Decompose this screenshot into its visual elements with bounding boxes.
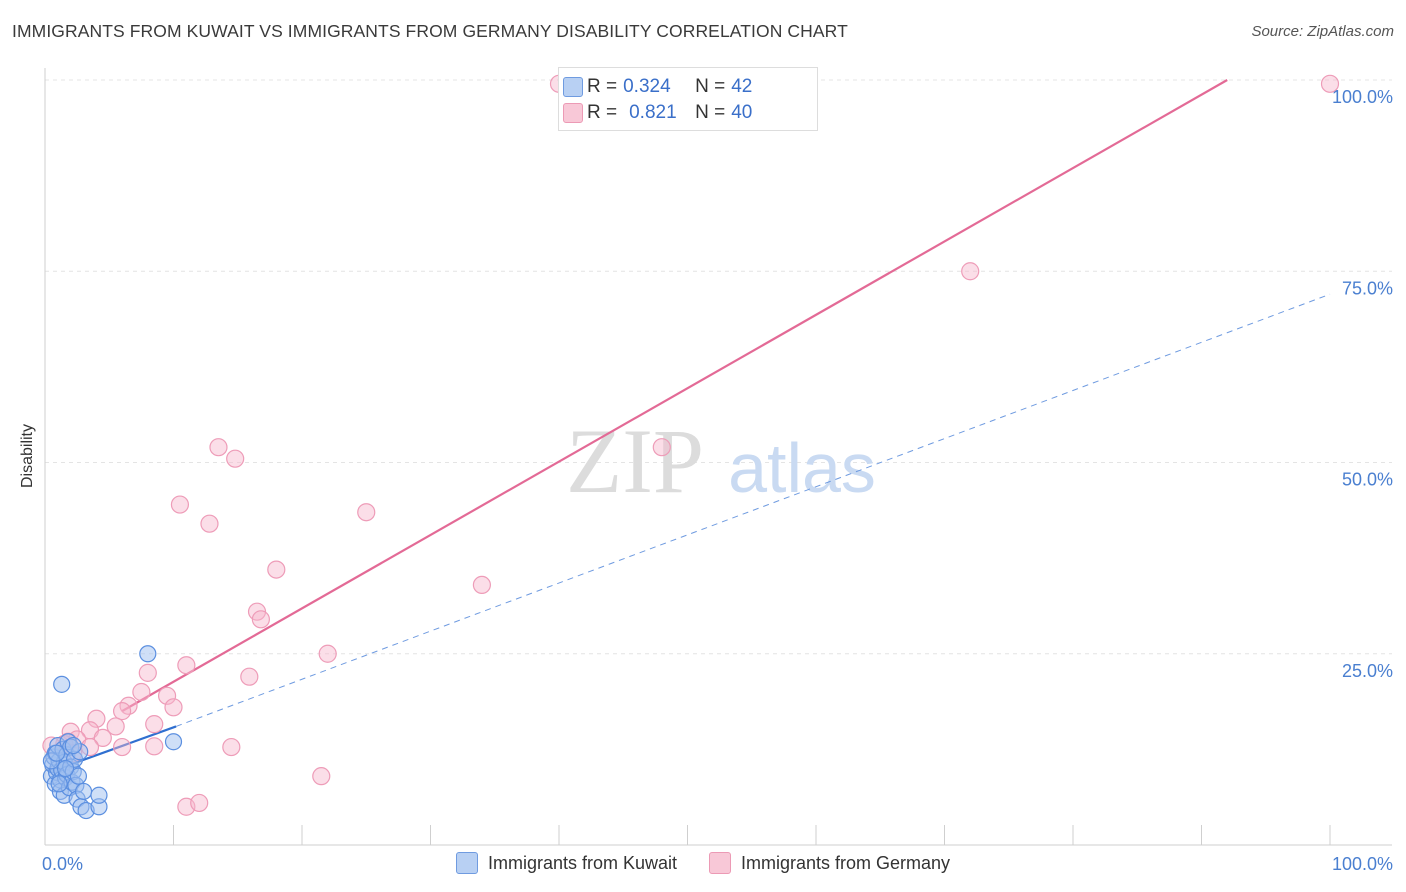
stats-row-germany: R = 0.821 N = 40 xyxy=(563,100,753,126)
axes xyxy=(44,68,1392,846)
x-tick-label: 100.0% xyxy=(1332,854,1393,874)
data-point-germany xyxy=(145,715,164,734)
data-point-germany xyxy=(190,793,209,813)
series-legend: Immigrants from Kuwait Immigrants from G… xyxy=(0,852,1406,874)
trend-line-germany xyxy=(121,79,1228,713)
data-point-germany xyxy=(318,644,337,663)
y-tick-label: 75.0% xyxy=(1342,278,1393,298)
germany-swatch xyxy=(709,852,731,874)
data-point-kuwait xyxy=(74,782,93,801)
data-point-kuwait xyxy=(53,675,71,693)
x-axis-ticks xyxy=(173,825,1331,845)
r-label: R = xyxy=(587,76,618,97)
data-point-germany xyxy=(87,709,106,728)
stats-legend: R = 0.324 N = 42 R = 0.821 N = 40 xyxy=(558,67,818,131)
data-point-germany xyxy=(170,495,190,514)
data-point-germany xyxy=(472,575,491,595)
data-point-germany xyxy=(1320,74,1340,93)
kuwait-swatch xyxy=(563,77,583,97)
y-tick-label: 50.0% xyxy=(1342,470,1393,490)
r-value: 0.821 xyxy=(629,102,677,123)
watermark-zip: ZIP xyxy=(566,410,704,512)
n-value: 40 xyxy=(731,102,753,123)
y-tick-label: 100.0% xyxy=(1332,87,1393,107)
tick-labels: 25.0% 50.0% 75.0% 100.0% 0.0% 100.0% xyxy=(42,87,1393,874)
kuwait-swatch xyxy=(455,852,478,874)
data-point-germany xyxy=(93,728,112,748)
chart-title: IMMIGRANTS FROM KUWAIT VS IMMIGRANTS FRO… xyxy=(12,21,848,41)
data-point-kuwait xyxy=(139,645,157,663)
n-label: N = xyxy=(695,102,726,123)
germany-swatch xyxy=(563,103,583,123)
legend-item-kuwait[interactable]: Immigrants from Kuwait xyxy=(455,852,677,874)
grid-lines xyxy=(45,79,1392,655)
data-point-germany xyxy=(267,560,286,579)
trend-line-kuwait-extended xyxy=(175,293,1331,727)
legend-label-kuwait: Immigrants from Kuwait xyxy=(487,852,677,873)
data-point-germany xyxy=(145,737,164,756)
data-point-kuwait xyxy=(64,736,82,755)
data-point-germany xyxy=(357,503,376,522)
data-point-kuwait xyxy=(47,744,66,762)
data-point-germany xyxy=(132,682,151,702)
legend-item-germany[interactable]: Immigrants from Germany xyxy=(709,852,950,874)
data-point-germany xyxy=(177,656,196,675)
n-label: N = xyxy=(695,76,726,97)
data-point-germany xyxy=(157,686,177,705)
y-tick-label: 25.0% xyxy=(1342,661,1393,681)
data-point-germany xyxy=(200,514,219,533)
chart-source: Source: ZipAtlas.com xyxy=(1251,23,1394,40)
data-point-germany xyxy=(961,262,980,281)
data-point-germany xyxy=(112,702,132,721)
data-point-germany xyxy=(226,449,245,468)
data-point-germany xyxy=(652,438,671,457)
data-point-germany xyxy=(222,737,241,757)
r-label: R = xyxy=(587,102,618,123)
data-point-germany xyxy=(240,667,259,686)
data-point-germany xyxy=(312,767,331,786)
data-point-germany xyxy=(164,698,183,717)
r-value: 0.324 xyxy=(623,76,671,97)
watermark-atlas: atlas xyxy=(728,429,876,507)
data-point-germany xyxy=(251,610,270,629)
stats-row-kuwait: R = 0.324 N = 42 xyxy=(563,74,753,100)
data-point-kuwait xyxy=(56,759,75,778)
legend-label-germany: Immigrants from Germany xyxy=(741,852,951,873)
data-point-kuwait xyxy=(164,733,183,751)
data-point-kuwait xyxy=(90,786,108,804)
x-tick-label: 0.0% xyxy=(42,854,83,874)
data-point-germany xyxy=(112,737,132,757)
data-point-kuwait xyxy=(69,767,88,785)
points-kuwait xyxy=(42,645,183,820)
data-point-kuwait xyxy=(50,775,68,793)
data-point-germany xyxy=(106,717,125,736)
data-point-germany xyxy=(138,663,157,682)
n-value: 42 xyxy=(731,76,753,97)
data-point-germany xyxy=(209,438,228,457)
